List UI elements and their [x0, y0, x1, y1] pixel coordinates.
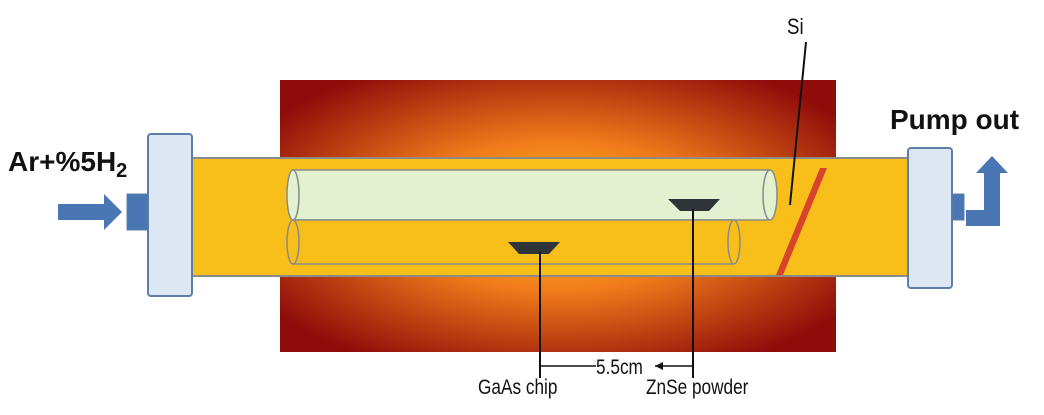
- inlet-gas-label: Ar+%5H2: [8, 146, 128, 182]
- si-substrate-label: Si: [787, 14, 804, 39]
- arrow-right-icon: [58, 194, 122, 230]
- si-leader-line: [789, 41, 807, 206]
- distance-markers: [539, 209, 694, 378]
- pump-out-label: Pump out: [890, 104, 1020, 135]
- arrow-up-right-icon: [966, 156, 1008, 226]
- gaas-chip-label: GaAs chip: [478, 376, 558, 399]
- inner-tube-upper: [286, 169, 778, 221]
- distance-label: 5.5cm: [596, 356, 643, 379]
- znse-powder-label: ZnSe powder: [646, 376, 749, 399]
- si-substrate: [776, 168, 827, 275]
- gaas-boat: [508, 242, 560, 254]
- right-flange: [907, 147, 965, 289]
- left-flange: [126, 133, 193, 297]
- znse-boat: [668, 199, 720, 211]
